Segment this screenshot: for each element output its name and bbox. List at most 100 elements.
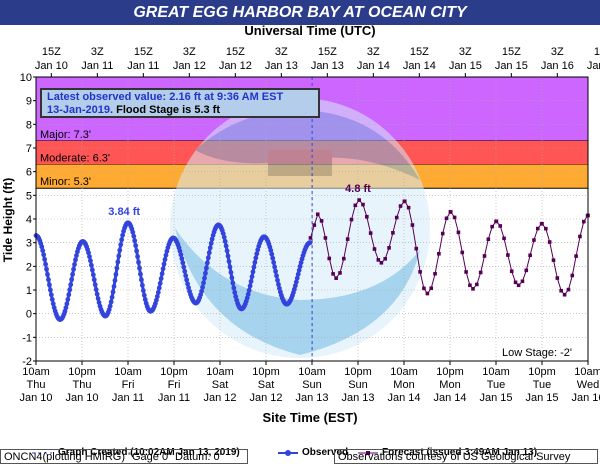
forecast-point [312, 223, 317, 227]
bottom-tick-day: Sat [212, 379, 229, 391]
forecast-point [555, 276, 560, 280]
forecast-point [520, 279, 525, 284]
forecast-point [528, 253, 532, 258]
top-axis-ticks: 15Z Jan 10 3Z Jan 11 15Z Jan 11 3Z Jan 12 15Z Jan… [35, 46, 600, 77]
forecast-point [460, 250, 465, 255]
bottom-axis-title: Site Time (EST) [262, 410, 357, 425]
y-tick-label: 6 [26, 167, 32, 179]
chart-title: GREAT EGG HARBOR BAY AT OCEAN CITY [0, 0, 600, 25]
forecast-point [353, 203, 358, 208]
forecast-point [532, 238, 536, 242]
forecast-point [422, 286, 426, 291]
observed-legend: Observed [302, 447, 349, 458]
top-tick-label: 3Z [551, 46, 564, 58]
observed-point [207, 245, 213, 251]
observed-point [47, 282, 52, 288]
forecast-point [365, 214, 369, 219]
observed-point [42, 256, 48, 262]
observed-point [131, 233, 137, 239]
observed-point [46, 277, 51, 283]
observed-point [139, 277, 144, 283]
bottom-tick-time: 10pm [160, 366, 188, 378]
top-tick-date: Jan 14 [403, 60, 436, 72]
forecast-point [452, 215, 457, 220]
observed-point [229, 275, 235, 281]
forecast-point [338, 271, 342, 275]
forecast-point [342, 256, 346, 261]
observed-point [228, 270, 234, 275]
observed-point [250, 269, 256, 275]
forecast-point [471, 287, 475, 291]
observed-point [273, 268, 278, 274]
forecast-point [383, 256, 388, 261]
observed-point [130, 229, 136, 235]
flood-stage-text: Flood Stage is 5.3 ft [116, 104, 221, 116]
forecast-point [486, 237, 491, 242]
observed-point [71, 266, 76, 272]
bottom-tick-time: 10am [390, 366, 418, 378]
forecast-point [468, 283, 472, 288]
forecast-point [482, 254, 487, 258]
observed-point [205, 255, 211, 261]
forecast-point [535, 226, 540, 231]
top-tick-label: 15Z [410, 46, 429, 58]
forecast-point [551, 258, 556, 262]
forecast-point [410, 223, 415, 227]
observed-point [96, 300, 102, 305]
observed-point [203, 270, 208, 276]
observed-point [69, 277, 75, 282]
bottom-tick-date: Jan 14 [433, 392, 466, 404]
bottom-tick-date: Jan 12 [203, 392, 236, 404]
forecast-point [398, 204, 403, 208]
bottom-tick-date: Jan 11 [112, 392, 144, 404]
observed-point [132, 238, 138, 244]
observed-point [119, 237, 125, 243]
observed-point [108, 299, 114, 305]
observed-point [39, 244, 45, 250]
observed-point [48, 292, 54, 298]
observed-point [89, 267, 95, 273]
bottom-tick-date: Jan 11 [158, 392, 190, 404]
observed-point [225, 253, 231, 259]
observed-point [93, 287, 99, 292]
observed-point [277, 285, 282, 291]
forecast-point [406, 205, 411, 210]
bottom-tick-date: Jan 15 [479, 392, 512, 404]
observed-point [231, 285, 237, 291]
observed-point [67, 287, 73, 293]
bottom-tick-day: Sun [302, 379, 322, 391]
observed-point [107, 303, 113, 309]
observed-point [269, 251, 275, 257]
forecast-point [513, 280, 518, 285]
observed-point [92, 282, 98, 288]
observed-point [116, 253, 122, 259]
forecast-point [327, 256, 332, 261]
observed-point [114, 265, 120, 271]
noaa-watermark-icon [170, 98, 430, 358]
bottom-tick-date: Jan 13 [341, 392, 374, 404]
observed-point [226, 259, 232, 264]
observed-point [247, 283, 253, 289]
observed-point [224, 248, 230, 254]
forecast-point [509, 269, 514, 274]
observed-point [203, 265, 209, 271]
observed-point [118, 242, 124, 248]
observed-point [232, 290, 238, 295]
observed-point [41, 252, 47, 258]
observed-point [274, 273, 279, 279]
observed-point [270, 255, 276, 261]
observed-point [44, 266, 49, 272]
observed-point [180, 260, 186, 266]
observed-point [155, 289, 161, 295]
observed-point [110, 289, 116, 295]
bottom-tick-date: Jan 12 [249, 392, 282, 404]
observed-point [163, 252, 169, 258]
peak-annotation: 3.84 ft [108, 206, 140, 218]
forecast-point [464, 270, 468, 274]
observed-point [157, 280, 163, 286]
bottom-tick-day: Fri [122, 379, 135, 391]
y-tick-label: 10 [20, 72, 32, 84]
flood-label-minor: Minor: 5.3' [40, 176, 91, 188]
observed-point [112, 278, 118, 283]
